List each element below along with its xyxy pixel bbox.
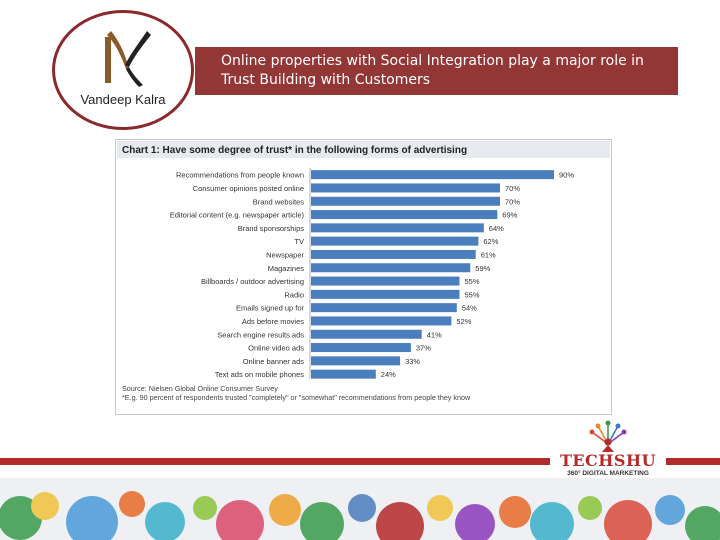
data-label: 69% — [502, 211, 517, 220]
category-label: Newspaper — [266, 250, 304, 259]
bar — [311, 223, 484, 233]
techshu-logo: TECHSHU 360° DIGITAL MARKETING — [558, 420, 658, 480]
chart-footnote: *E.g. 90 percent of respondents trusted … — [122, 393, 471, 402]
data-label: 61% — [481, 250, 496, 259]
chart-title: Chart 1: Have some degree of trust* in t… — [122, 145, 467, 156]
logo-name: Vandeep Kalra — [80, 92, 166, 107]
category-label: Brand websites — [253, 197, 305, 206]
category-label: Brand sponsorships — [238, 224, 305, 233]
bar — [311, 356, 401, 366]
category-label: Emails signed up for — [236, 304, 304, 313]
chart-source: Source: Nielsen Global Online Consumer S… — [122, 384, 278, 393]
category-label: Editorial content (e.g. newspaper articl… — [170, 211, 305, 220]
bar — [311, 329, 422, 339]
data-label: 55% — [465, 277, 480, 286]
slide-title: Online properties with Social Integratio… — [195, 47, 678, 95]
techshu-name: TECHSHU — [559, 451, 657, 470]
data-label: 52% — [456, 317, 471, 326]
data-label: 59% — [475, 264, 490, 273]
data-label: 33% — [405, 357, 420, 366]
bar — [311, 316, 452, 326]
bar — [311, 236, 479, 246]
category-label: Search engine results ads — [217, 330, 304, 339]
data-label: 24% — [381, 370, 396, 379]
data-label: 64% — [489, 224, 504, 233]
vk-monogram-icon — [105, 31, 151, 87]
bar — [311, 183, 500, 193]
category-label: Billboards / outdoor advertising — [201, 277, 304, 286]
data-label: 41% — [427, 330, 442, 339]
data-label: 54% — [462, 304, 477, 313]
bar — [311, 343, 411, 353]
data-label: 70% — [505, 184, 520, 193]
bar — [311, 170, 554, 180]
bar — [311, 249, 476, 259]
data-label: 62% — [483, 237, 498, 246]
category-label: Recommendations from people known — [176, 171, 304, 180]
vandeep-kalra-logo: Vandeep Kalra — [52, 10, 194, 130]
data-label: 70% — [505, 197, 520, 206]
data-label: 90% — [559, 171, 574, 180]
bar — [311, 276, 460, 286]
trust-bar-chart: Chart 1: Have some degree of trust* in t… — [117, 141, 610, 402]
category-label: Online video ads — [248, 344, 304, 353]
divider-bar-left — [0, 458, 550, 465]
bar — [311, 196, 500, 206]
data-label: 37% — [416, 344, 431, 353]
data-label: 55% — [465, 290, 480, 299]
category-label: Consumer opinions posted online — [193, 184, 304, 193]
divider-bar-right — [666, 458, 720, 465]
bar — [311, 210, 498, 220]
chart-title-band — [117, 141, 610, 158]
category-label: Ads before movies — [242, 317, 304, 326]
bar — [311, 289, 460, 299]
decorative-circles — [0, 491, 720, 540]
techshu-tagline: 360° DIGITAL MARKETING — [567, 470, 649, 477]
bar — [311, 263, 471, 273]
category-label: Magazines — [268, 264, 305, 273]
chart-frame: Chart 1: Have some degree of trust* in t… — [115, 139, 612, 415]
bar — [311, 303, 457, 313]
footer-decoration — [0, 478, 720, 540]
category-label: TV — [294, 237, 304, 246]
category-label: Online banner ads — [243, 357, 305, 366]
techshu-figure-icon — [589, 420, 627, 452]
bar — [311, 369, 376, 379]
category-label: Text ads on mobile phones — [215, 370, 304, 379]
category-label: Radio — [284, 290, 304, 299]
